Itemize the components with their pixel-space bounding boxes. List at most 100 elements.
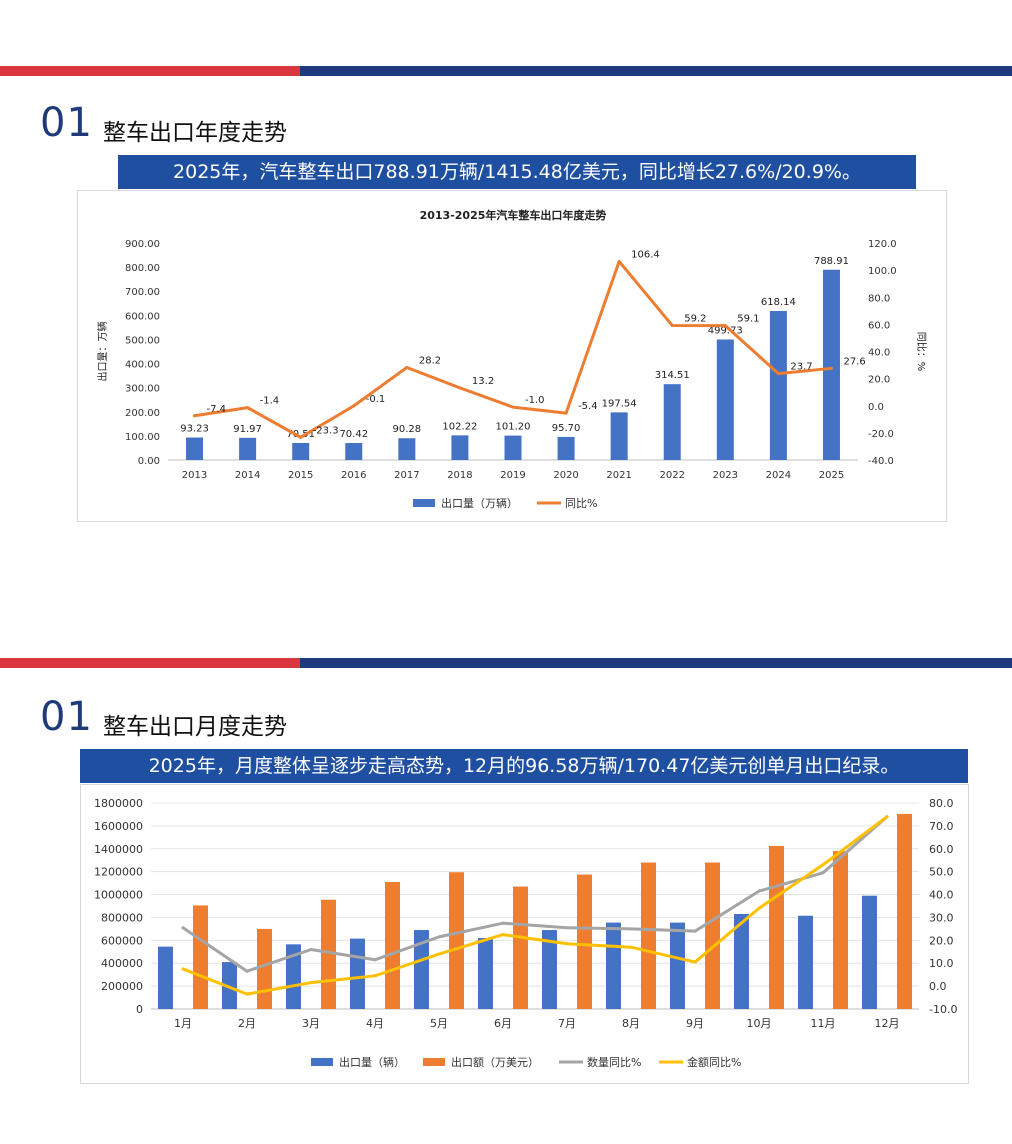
bar-出口量（万辆） bbox=[610, 412, 628, 460]
bar-data-label: 70.51 bbox=[286, 429, 315, 440]
y-tick-label: 1800000 bbox=[94, 797, 143, 810]
bar-出口量（万辆） bbox=[557, 436, 575, 460]
bar-data-label: 91.97 bbox=[233, 424, 262, 435]
legend-label: 同比% bbox=[565, 497, 597, 510]
line-point bbox=[405, 366, 409, 370]
line-point bbox=[181, 926, 185, 930]
y-tick-label: 0.00 bbox=[138, 456, 160, 467]
y-tick-label: 700.00 bbox=[125, 287, 160, 298]
line-金额同比% bbox=[181, 815, 889, 996]
line-point bbox=[373, 958, 377, 962]
line-point bbox=[511, 405, 515, 409]
bar-出口额（万美元） bbox=[385, 881, 400, 1009]
bar-出口量（辆） bbox=[606, 922, 621, 1009]
y2-tick-label: -20.0 bbox=[868, 429, 894, 440]
line-point bbox=[885, 815, 889, 819]
y-tick-label: 1000000 bbox=[94, 889, 143, 902]
y-tick-label: 1200000 bbox=[94, 866, 143, 879]
line-point bbox=[309, 981, 313, 985]
line-数量同比% bbox=[181, 815, 889, 973]
summary-banner-1: 2025年，汽车整车出口788.91万辆/1415.48亿美元，同比增长27.6… bbox=[118, 155, 916, 189]
bar-出口额（万美元） bbox=[897, 813, 912, 1009]
top-stripe-2 bbox=[0, 658, 1012, 668]
bar-出口量（万辆） bbox=[292, 442, 310, 460]
x-tick-label: 10月 bbox=[747, 1017, 772, 1030]
bar-data-label: 618.14 bbox=[761, 297, 796, 308]
line-data-label: 106.4 bbox=[631, 249, 660, 260]
y-tick-label: 600000 bbox=[101, 934, 143, 947]
x-tick-label: 8月 bbox=[622, 1017, 640, 1030]
y-tick-label: 600.00 bbox=[125, 311, 160, 322]
section-number-1: 01 bbox=[40, 100, 93, 146]
bar-data-label: 314.51 bbox=[655, 370, 690, 381]
section-title-1: 整车出口年度走势 bbox=[103, 120, 287, 146]
x-tick-label: 2022 bbox=[660, 470, 685, 481]
bar-出口量（万辆） bbox=[186, 437, 204, 460]
bar-出口额（万美元） bbox=[449, 872, 464, 1009]
line-point bbox=[245, 969, 249, 973]
bar-出口额（万美元） bbox=[257, 928, 272, 1009]
bar-出口量（辆） bbox=[798, 915, 813, 1009]
x-tick-label: 2017 bbox=[394, 470, 419, 481]
bar-data-label: 70.42 bbox=[339, 429, 368, 440]
y2-tick-label: -10.0 bbox=[929, 1003, 957, 1016]
x-tick-label: 2025 bbox=[819, 470, 844, 481]
line-point bbox=[437, 935, 441, 939]
monthly-export-chart: 0 200000 400000 600000 800000 1000000 1200000 1… bbox=[94, 797, 957, 1069]
line-point bbox=[437, 952, 441, 956]
line-point bbox=[829, 366, 833, 370]
line-data-label: 59.1 bbox=[737, 314, 759, 325]
y2-tick-label: 0.0 bbox=[868, 402, 884, 413]
bar-出口量（万辆） bbox=[822, 269, 840, 460]
bar-出口量（辆） bbox=[158, 946, 173, 1009]
bar-data-label: 93.23 bbox=[180, 424, 209, 435]
bar-出口量（辆） bbox=[862, 895, 877, 1009]
chart-title: 2013-2025年汽车整车出口年度走势 bbox=[420, 208, 607, 222]
bar-出口额（万美元） bbox=[193, 905, 208, 1009]
x-tick-label: 5月 bbox=[430, 1017, 448, 1030]
line-point bbox=[245, 992, 249, 996]
line-point bbox=[629, 927, 633, 931]
legend-swatch bbox=[311, 1058, 333, 1066]
line-point bbox=[181, 967, 185, 971]
line-point bbox=[565, 926, 569, 930]
bar-出口量（万辆） bbox=[398, 438, 416, 460]
line-point bbox=[352, 404, 356, 408]
y-tick-label: 0 bbox=[136, 1003, 143, 1016]
line-point bbox=[776, 372, 780, 376]
y2-tick-label: 0.0 bbox=[929, 980, 947, 993]
x-tick-label: 6月 bbox=[494, 1017, 512, 1030]
bar-出口量（万辆） bbox=[345, 443, 363, 460]
bar-出口量（万辆） bbox=[504, 435, 522, 460]
x-tick-label: 2019 bbox=[500, 470, 525, 481]
y-tick-label: 200000 bbox=[101, 980, 143, 993]
line-point bbox=[246, 406, 250, 410]
bar-出口量（辆） bbox=[350, 938, 365, 1009]
bar-出口量（辆） bbox=[478, 938, 493, 1009]
line-point bbox=[821, 863, 825, 867]
line-point bbox=[458, 386, 462, 390]
y-tick-label: 800000 bbox=[101, 911, 143, 924]
line-data-label: 28.2 bbox=[419, 356, 441, 367]
bar-出口量（万辆） bbox=[769, 310, 787, 460]
y-tick-label: 200.00 bbox=[125, 408, 160, 419]
y2-tick-label: 50.0 bbox=[929, 866, 954, 879]
line-point bbox=[629, 945, 633, 949]
line-point bbox=[501, 933, 505, 937]
y-tick-label: 400.00 bbox=[125, 360, 160, 371]
bar-data-label: 95.70 bbox=[552, 423, 581, 434]
line-point bbox=[501, 921, 505, 925]
bar-data-label: 90.28 bbox=[393, 424, 422, 435]
bar-data-label: 788.91 bbox=[814, 256, 849, 267]
line-point bbox=[617, 259, 621, 263]
bar-出口量（万辆） bbox=[663, 384, 681, 460]
bar-出口量（万辆） bbox=[239, 437, 257, 460]
line-data-label: 59.2 bbox=[684, 313, 706, 324]
bar-出口量（辆） bbox=[734, 914, 749, 1009]
line-point bbox=[193, 414, 197, 418]
line-data-label: 13.2 bbox=[472, 376, 494, 387]
top-stripe-1 bbox=[0, 66, 1012, 76]
bar-出口量（辆） bbox=[670, 922, 685, 1009]
x-tick-label: 1月 bbox=[174, 1017, 192, 1030]
y-tick-label: 800.00 bbox=[125, 263, 160, 274]
